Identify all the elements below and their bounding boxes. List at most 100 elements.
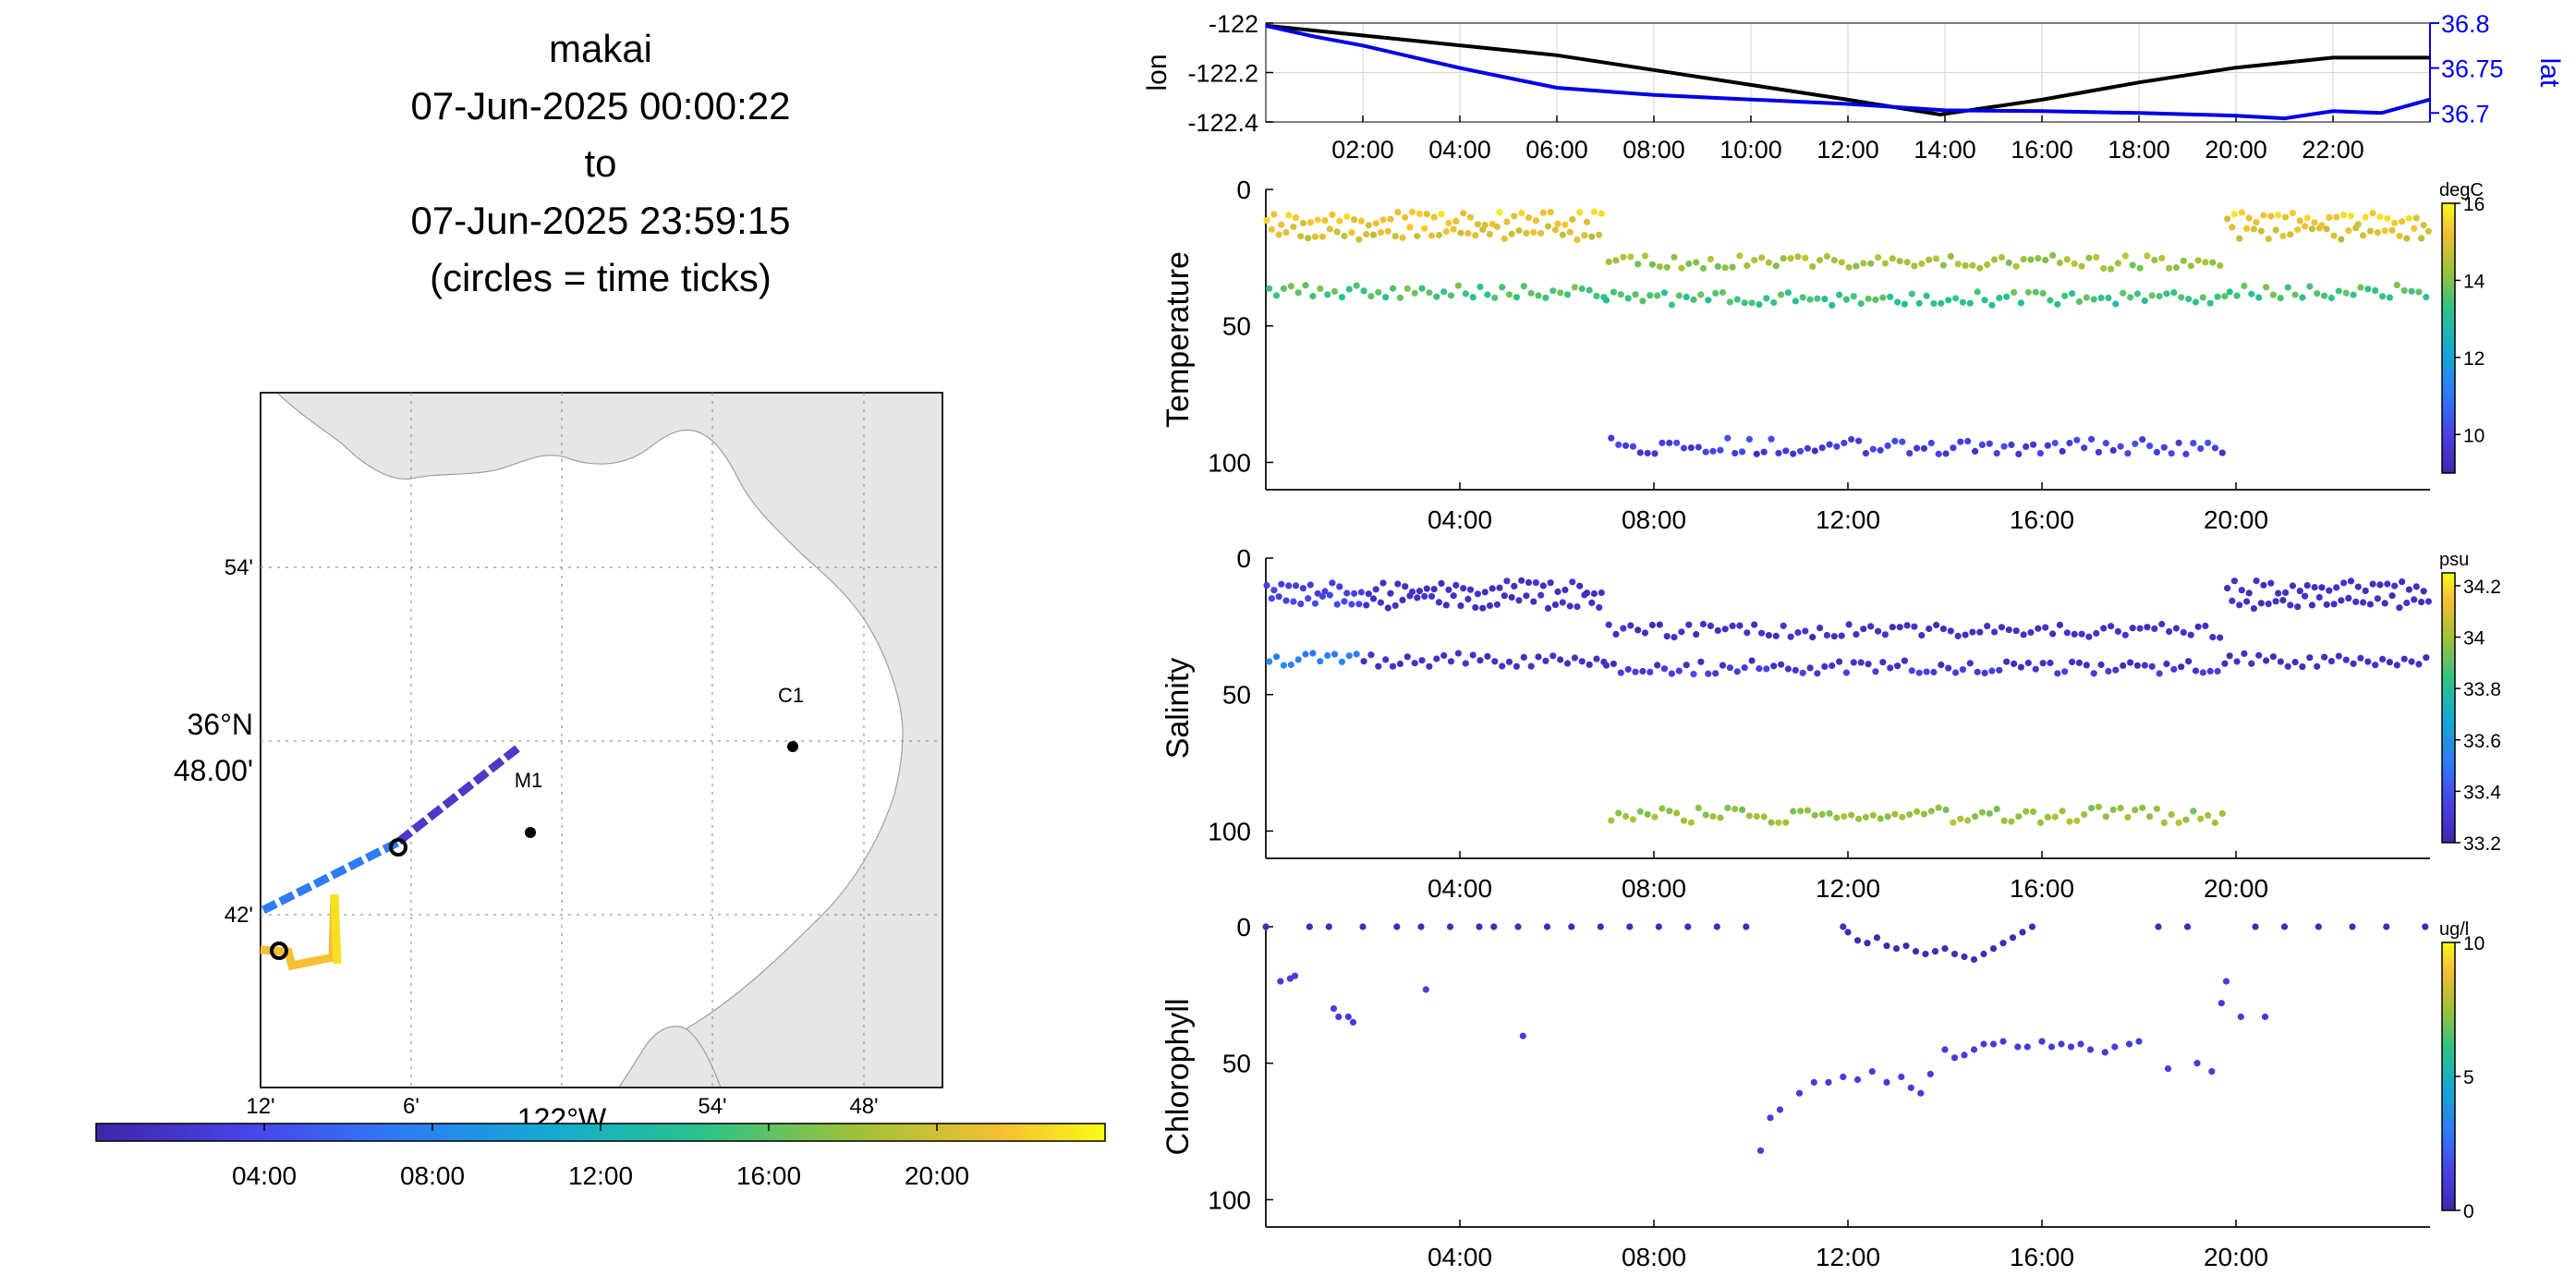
- data-point: [1868, 1068, 1876, 1075]
- x-tick-label: 08:00: [1622, 1243, 1686, 1271]
- data-point: [1418, 657, 1426, 664]
- data-point: [1377, 228, 1384, 237]
- data-point: [1830, 257, 1838, 264]
- data-point: [1697, 658, 1705, 665]
- data-point: [1569, 215, 1576, 224]
- data-point: [1974, 288, 1981, 296]
- data-point: [2206, 667, 2214, 675]
- data-point: [2114, 627, 2121, 636]
- data-point: [2248, 660, 2255, 667]
- data-point: [1970, 955, 1978, 964]
- data-point: [1768, 819, 1775, 826]
- data-point: [1576, 582, 1584, 589]
- data-point: [1733, 668, 1741, 675]
- data-point: [2233, 292, 2241, 299]
- data-point: [1291, 972, 1299, 979]
- data-point: [1344, 1013, 1352, 1021]
- data-point: [1745, 812, 1753, 820]
- data-point: [2017, 299, 2024, 307]
- data-point: [2340, 212, 2348, 219]
- data-point: [1593, 655, 1600, 662]
- data-point: [1850, 293, 1857, 300]
- data-point: [1680, 817, 1688, 824]
- data-point: [1721, 626, 1729, 633]
- data-point: [2141, 297, 2148, 305]
- time-colorbar: 04:00 08:00 12:00 16:00 20:00: [95, 1123, 1106, 1190]
- colorbar-unit-label: psu: [2439, 550, 2469, 570]
- data-point: [2224, 215, 2231, 223]
- colorbar-tick-label: 14: [2463, 271, 2485, 292]
- data-point: [1440, 651, 1448, 660]
- data-point: [1542, 294, 1549, 301]
- data-point: [1896, 624, 1903, 631]
- data-point: [1277, 978, 1284, 985]
- data-point: [1811, 811, 1818, 819]
- data-point: [2287, 601, 2294, 609]
- data-point: [1915, 299, 1923, 307]
- data-point: [1416, 210, 1423, 217]
- x-tick-label: 22:00: [2302, 136, 2364, 164]
- data-point: [1636, 808, 1644, 815]
- data-point: [1318, 592, 1326, 601]
- data-point: [2108, 623, 2115, 630]
- data-point: [1365, 590, 1372, 598]
- data-point: [1423, 211, 1430, 218]
- data-point: [1610, 288, 1617, 296]
- data-point: [1998, 624, 2005, 631]
- data-point: [1926, 1070, 1934, 1078]
- data-point: [1387, 215, 1394, 223]
- data-point: [1435, 599, 1442, 606]
- data-point: [2308, 601, 2315, 609]
- data-point: [2124, 450, 2132, 457]
- data-point: [2095, 448, 2102, 456]
- data-point: [1396, 294, 1403, 301]
- data-point: [2321, 653, 2328, 661]
- data-point: [1396, 660, 1403, 668]
- data-point: [1382, 294, 1390, 301]
- data-point: [1297, 233, 1305, 240]
- data-point: [2218, 1000, 2225, 1007]
- data-point: [1792, 666, 1799, 674]
- colorbar-tick-label: 33.8: [2463, 679, 2501, 700]
- data-point: [2352, 598, 2360, 606]
- x-tick-label: 04:00: [1428, 136, 1491, 164]
- data-point: [1450, 592, 1457, 600]
- data-point: [1695, 444, 1702, 451]
- time-tick-circle: [389, 838, 407, 857]
- data-point: [1978, 441, 1986, 448]
- data-point: [2101, 1049, 2108, 1056]
- data-point: [1513, 662, 1520, 670]
- data-point: [1830, 633, 1838, 640]
- data-point: [1484, 291, 1491, 298]
- data-point: [1391, 601, 1399, 610]
- data-point: [1927, 808, 1935, 815]
- data-point: [1270, 587, 1278, 594]
- data-point: [1336, 217, 1343, 225]
- data-point: [2090, 296, 2097, 303]
- data-point: [2044, 813, 2051, 821]
- data-point: [2178, 663, 2185, 671]
- data-point: [2393, 281, 2400, 288]
- data-point: [1363, 230, 1370, 238]
- data-point: [1753, 450, 1760, 457]
- data-point: [1821, 296, 1829, 303]
- data-point: [1690, 671, 1697, 678]
- data-point: [1881, 260, 1889, 267]
- data-point: [2019, 929, 2026, 936]
- data-point: [2108, 265, 2115, 273]
- data-point: [2423, 294, 2430, 301]
- data-point: [1984, 261, 1991, 269]
- colorbar-tick-label: 34.2: [2463, 577, 2501, 598]
- data-point: [1780, 255, 1787, 262]
- x-tick-label: 06:00: [1525, 136, 1588, 164]
- data-point: [1351, 589, 1358, 597]
- data-point: [1986, 809, 1993, 818]
- data-point: [1317, 285, 1324, 292]
- data-point: [1712, 670, 1719, 677]
- data-point: [1622, 812, 1630, 820]
- data-point: [2168, 811, 2175, 819]
- data-point: [1520, 653, 1527, 662]
- data-point: [2151, 625, 2158, 633]
- data-point: [2269, 291, 2277, 298]
- data-point: [1372, 586, 1379, 593]
